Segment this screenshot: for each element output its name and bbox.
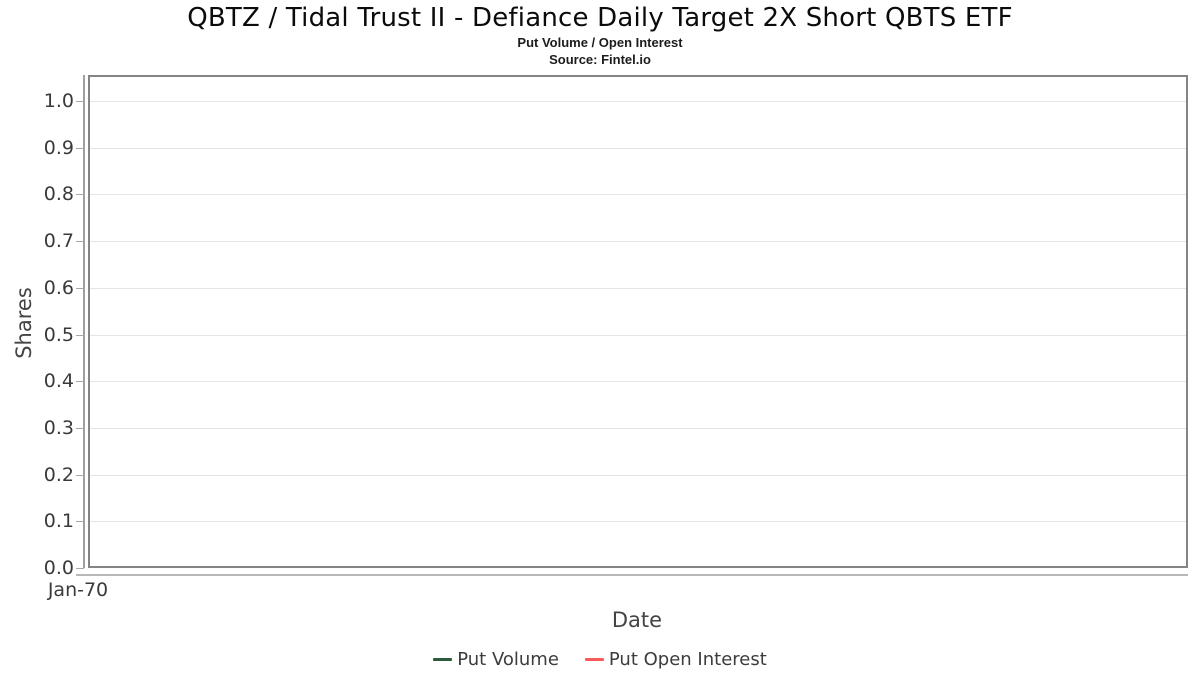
gridline [90,427,1186,429]
x-axis-line [76,574,1188,576]
y-tick-label: 0.7 [43,230,74,253]
y-tick-label: 0.2 [43,463,74,486]
legend: Put Volume Put Open Interest [0,645,1200,673]
gridline [90,194,1186,196]
y-tick-label: 0.4 [43,370,74,393]
y-tick-mark [76,427,84,429]
y-tick-label: 1.0 [43,90,74,112]
y-tick-label: 0.5 [43,323,74,346]
y-axis-title: Shares [12,287,36,359]
gridline [90,521,1186,523]
x-tick-label: Jan-70 [47,579,109,601]
chart-source: Source: Fintel.io [549,52,651,67]
y-tick-mark [76,101,84,102]
gridline [90,241,1186,243]
gridline [90,334,1186,336]
legend-item-put-open-interest[interactable]: Put Open Interest [584,648,767,670]
plot-area [88,75,1188,568]
y-tick-label: 0.8 [43,183,74,206]
y-tick-mark [76,474,84,476]
y-tick-mark [76,241,84,243]
y-tick-mark [76,287,84,289]
legend-label: Put Volume [457,648,559,670]
y-tick-mark [76,194,84,196]
legend-line-icon [433,657,453,661]
y-tick-mark [76,381,84,383]
y-tick-label: 0.9 [43,136,74,159]
gridline [90,287,1186,289]
gridline [90,381,1186,383]
y-axis-line [83,75,85,568]
y-tick-label: 0.0 [43,557,74,579]
chart-subtitle: Put Volume / Open Interest [517,35,683,50]
gridline [90,474,1186,476]
legend-item-put-volume[interactable]: Put Volume [433,649,559,670]
y-tick-mark [76,147,84,149]
x-axis-title: Date [611,608,663,632]
gridline [90,147,1186,149]
y-tick-mark [76,521,84,523]
gridline [90,101,1186,102]
y-tick-label: 0.6 [43,276,74,299]
y-tick-mark [76,568,84,569]
legend-line-icon [584,657,604,661]
legend-label: Put Open Interest [608,648,767,670]
chart-title: QBTZ / Tidal Trust II - Defiance Daily T… [187,3,1013,33]
y-tick-mark [76,334,84,336]
y-tick-label: 0.3 [43,416,74,439]
y-tick-label: 0.1 [43,510,74,533]
